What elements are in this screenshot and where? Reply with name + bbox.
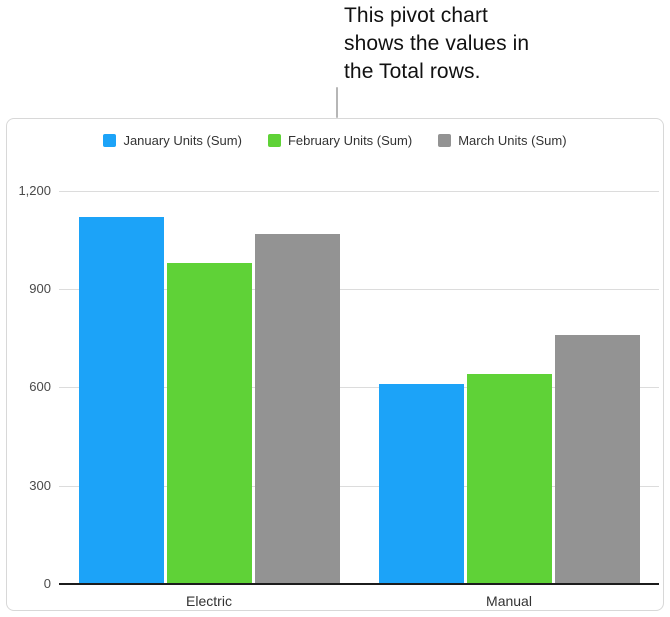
callout-text: This pivot chart shows the values in the… [344, 2, 529, 86]
callout-line-2: shows the values in [344, 32, 530, 55]
y-tick-label-900: 900 [29, 281, 51, 296]
bar-march-manual [555, 335, 640, 584]
legend-swatch-march [438, 134, 452, 147]
callout-line-3: the Total rows. [344, 60, 481, 83]
gridline-900 [59, 289, 659, 290]
gridline-600 [59, 387, 659, 388]
bar-february-manual [467, 374, 552, 584]
y-tick-label-600: 600 [29, 379, 51, 394]
x-axis-label-manual: Manual [486, 593, 532, 609]
y-tick-label-300: 300 [29, 478, 51, 493]
legend-label-february: February Units (Sum) [287, 133, 413, 148]
legend-item-january: January Units (Sum) [103, 133, 242, 148]
bar-january-electric [79, 217, 164, 584]
legend-swatch-january [103, 134, 117, 147]
legend-label-january: January Units (Sum) [123, 133, 242, 148]
x-axis-label-electric: Electric [186, 593, 232, 609]
callout-connector-line [336, 87, 338, 118]
y-tick-label-1200: 1,200 [18, 183, 51, 198]
callout-line-1: This pivot chart [344, 4, 488, 27]
y-tick-label-0: 0 [43, 576, 51, 591]
plot-area [59, 191, 659, 585]
gridline-1200 [59, 191, 659, 192]
legend-label-march: March Units (Sum) [458, 133, 567, 148]
legend-item-march: March Units (Sum) [438, 133, 567, 148]
legend-swatch-february [267, 134, 281, 147]
bar-january-manual [379, 384, 464, 584]
legend-item-february: February Units (Sum) [267, 133, 413, 148]
bar-march-electric [255, 234, 340, 584]
bar-february-electric [167, 263, 252, 584]
chart-legend: January Units (Sum) February Units (Sum)… [7, 133, 663, 148]
gridline-300 [59, 486, 659, 487]
x-axis-line [59, 583, 659, 585]
pivot-chart-panel: January Units (Sum) February Units (Sum)… [6, 118, 664, 611]
